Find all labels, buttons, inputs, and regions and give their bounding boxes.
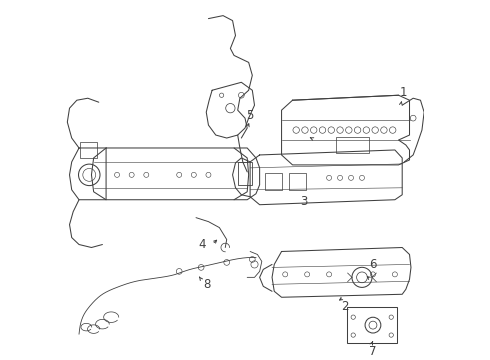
Text: 2: 2: [342, 300, 349, 313]
Text: 3: 3: [300, 195, 307, 208]
Bar: [347, 307, 397, 343]
Bar: [289, 173, 306, 190]
Text: 1: 1: [400, 86, 407, 99]
Text: 7: 7: [369, 345, 377, 357]
Bar: [238, 162, 252, 185]
Text: 4: 4: [199, 238, 206, 251]
Text: 5: 5: [246, 109, 254, 122]
Bar: [337, 137, 369, 153]
Bar: [80, 142, 97, 158]
Bar: [265, 173, 282, 190]
Text: 8: 8: [203, 278, 211, 291]
Text: 6: 6: [369, 258, 377, 271]
